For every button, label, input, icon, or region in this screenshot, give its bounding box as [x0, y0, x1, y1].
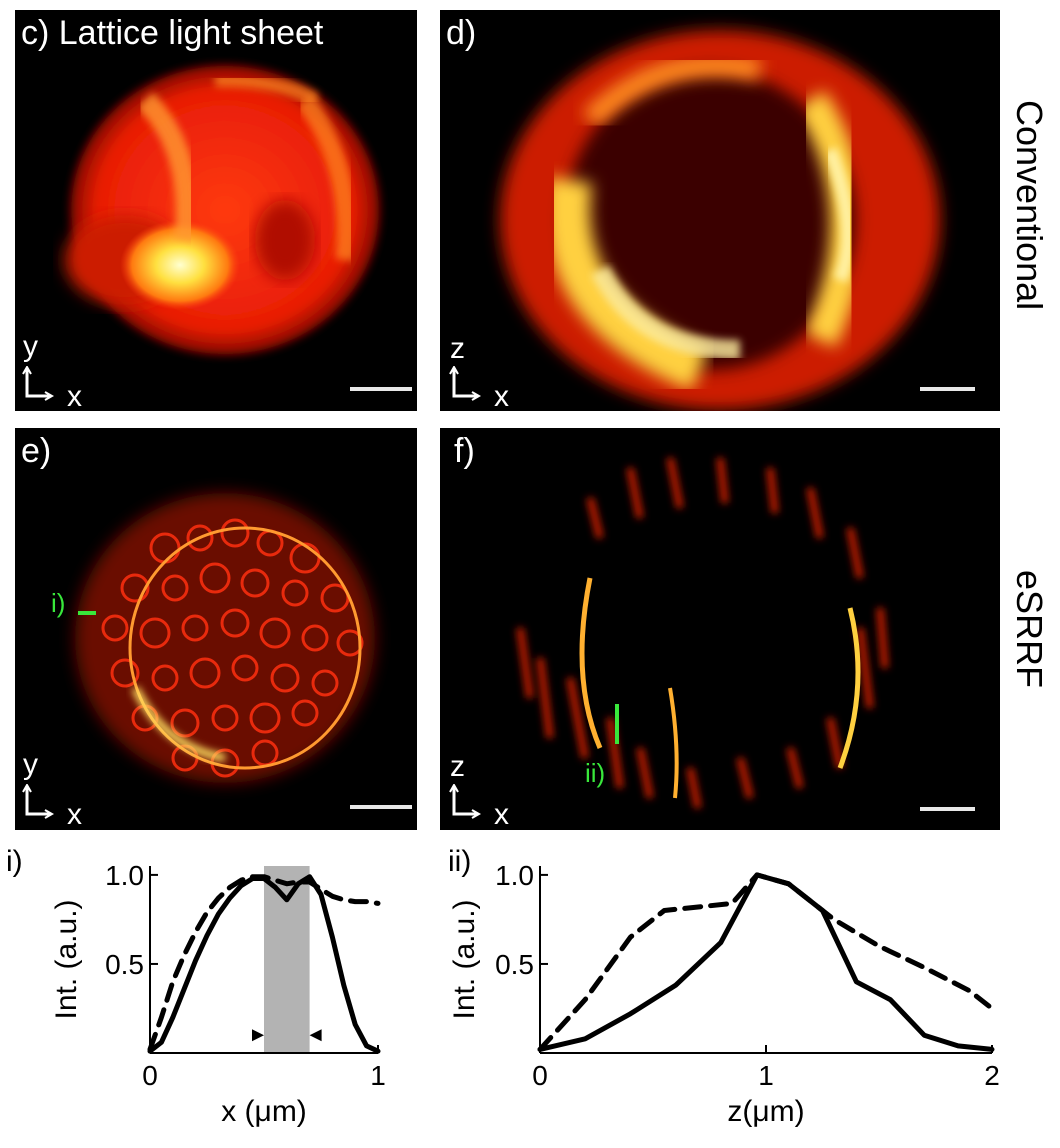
y-axis-label: Int. (a.u.) — [50, 899, 83, 1019]
axis-x-label: x — [494, 380, 509, 412]
axis-x-label: x — [67, 798, 82, 830]
profile-marker-label: i) — [51, 588, 66, 618]
marker-arrow-right — [309, 1029, 322, 1042]
graph-ii-label: ii) — [448, 845, 472, 878]
panel-e-label: e) — [21, 432, 52, 470]
image-esrrf-xy — [75, 493, 375, 783]
axis-z-label: z — [450, 332, 465, 365]
x-tick-label: 1 — [758, 1060, 774, 1091]
series-line-dashed — [537, 872, 995, 1052]
panel-e: e) i) y x — [15, 428, 417, 830]
scale-bar — [350, 805, 412, 809]
y-tick-label: 1.0 — [495, 860, 534, 891]
profile-marker-line — [615, 704, 619, 744]
axis-arrow-icon — [449, 366, 482, 401]
panel-f: f) ii) z x — [440, 428, 1000, 830]
row-label-conventional: Conventional — [1009, 100, 1050, 311]
panel-c: c) Lattice light sheet y x — [15, 10, 417, 411]
series-line-dashed — [147, 874, 381, 1052]
image-lls-xy — [65, 60, 385, 360]
profile-plot-ii: 0.5 1.0 0 1 2 z(μm) Int. (a.u.) — [448, 860, 1000, 1128]
y-tick-label: 0.5 — [105, 949, 144, 980]
axis-y-label: y — [23, 330, 38, 363]
y-tick-label: 1.0 — [105, 860, 144, 891]
axis-x-label: x — [494, 798, 509, 830]
panel-d: d) z x — [440, 10, 1000, 411]
y-tick-label: 0.5 — [495, 949, 534, 980]
series-line-solid — [537, 872, 995, 1052]
profile-marker-label: ii) — [585, 758, 606, 788]
x-axis-label: x (μm) — [221, 1095, 307, 1128]
axis-y-label: y — [23, 748, 38, 781]
x-tick-label: 0 — [142, 1060, 158, 1091]
x-axis-label: z(μm) — [727, 1095, 804, 1128]
x-tick-label: 2 — [984, 1060, 1000, 1091]
x-tick-label: 0 — [532, 1060, 548, 1091]
graph-i-label: i) — [6, 845, 23, 878]
image-conventional-zx — [500, 30, 940, 410]
scale-bar — [920, 807, 975, 811]
row-label-esrrf: eSRRF — [1009, 570, 1050, 689]
x-tick-label: 1 — [370, 1060, 386, 1091]
panel-d-label: d) — [446, 14, 477, 52]
axis-arrow-icon — [449, 784, 482, 819]
panel-f-label: f) — [454, 432, 475, 470]
marker-arrow-left — [252, 1029, 264, 1042]
scale-bar — [920, 387, 975, 391]
profile-plot-i: 0.5 1.0 0 1 x (μm) Int. (a.u.) — [50, 860, 386, 1128]
axis-z-label: z — [450, 750, 465, 783]
y-axis-label: Int. (a.u.) — [448, 899, 481, 1019]
axis-arrow-icon — [22, 366, 55, 401]
shaded-region — [264, 866, 310, 1053]
profile-marker-line — [78, 611, 96, 615]
scale-bar — [350, 387, 412, 391]
axis-x-label: x — [67, 380, 82, 412]
panel-c-label: c) Lattice light sheet — [21, 14, 324, 52]
image-esrrf-zx — [516, 457, 889, 809]
axis-arrow-icon — [22, 784, 55, 819]
